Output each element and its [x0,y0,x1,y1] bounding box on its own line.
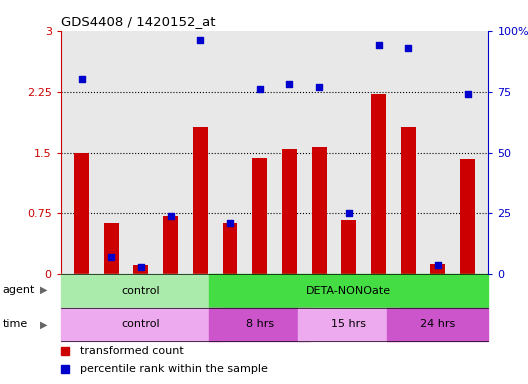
Bar [74,152,89,275]
Text: transformed count: transformed count [80,346,184,356]
Bar [388,308,488,341]
Text: 24 hrs: 24 hrs [420,319,456,329]
Text: 8 hrs: 8 hrs [246,319,274,329]
Point [433,262,442,268]
Point [404,45,412,51]
Point [196,37,204,43]
Bar [401,127,416,275]
Point [166,213,175,219]
Text: control: control [121,319,160,329]
Bar [61,275,221,308]
Bar [61,308,221,341]
Text: time: time [3,319,28,329]
Bar [430,264,445,275]
Bar [104,223,119,275]
Point [345,210,353,217]
Text: GDS4408 / 1420152_at: GDS4408 / 1420152_at [61,15,215,28]
Bar [252,158,267,275]
Bar [342,220,356,275]
Bar [209,275,488,308]
Bar [209,308,310,341]
Bar [282,149,297,275]
Point [285,81,294,88]
Point [137,264,145,270]
Point [77,76,86,83]
Text: ▶: ▶ [40,319,47,329]
Text: percentile rank within the sample: percentile rank within the sample [80,364,268,374]
Bar [134,265,148,275]
Bar [163,216,178,275]
Point [374,42,383,48]
Point [464,91,472,97]
Text: ▶: ▶ [40,285,47,295]
Text: 15 hrs: 15 hrs [331,319,366,329]
Bar [193,127,208,275]
Bar [460,159,475,275]
Text: DETA-NONOate: DETA-NONOate [306,286,391,296]
Point [315,84,323,90]
Bar [312,147,326,275]
Point [107,254,116,260]
Text: agent: agent [3,285,35,295]
Text: control: control [121,286,160,296]
Bar [223,223,238,275]
Point [226,220,234,226]
Bar [298,308,399,341]
Bar [371,94,386,275]
Point [256,86,264,92]
